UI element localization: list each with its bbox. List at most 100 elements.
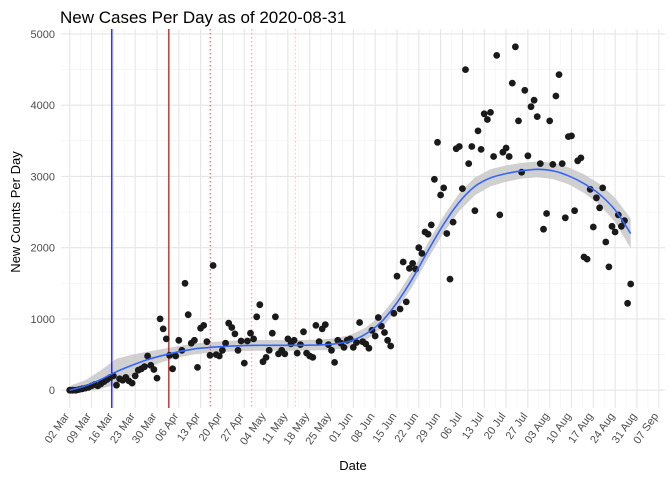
data-point xyxy=(315,338,323,346)
y-tick-label: 2000 xyxy=(31,243,55,255)
data-point xyxy=(462,66,469,73)
data-point xyxy=(290,336,298,344)
data-point xyxy=(253,313,261,321)
data-point xyxy=(533,113,541,120)
data-point xyxy=(624,299,631,307)
y-tick-label: 3000 xyxy=(31,171,55,183)
data-point xyxy=(490,153,497,160)
x-axis-label: Date xyxy=(339,458,366,473)
data-point xyxy=(424,230,432,238)
data-point xyxy=(399,258,407,266)
data-point xyxy=(480,110,488,118)
data-point xyxy=(611,228,619,236)
data-point xyxy=(384,336,391,344)
data-point xyxy=(244,337,251,345)
data-point xyxy=(561,214,569,222)
data-point xyxy=(552,92,560,100)
data-point xyxy=(237,337,245,345)
data-point xyxy=(496,211,504,219)
data-point xyxy=(387,342,395,350)
data-point xyxy=(484,116,491,123)
data-point xyxy=(477,146,485,153)
data-point xyxy=(268,329,276,337)
data-point xyxy=(141,363,148,371)
data-point xyxy=(586,185,594,193)
y-tick-label: 1000 xyxy=(31,314,55,326)
data-point xyxy=(191,336,198,344)
data-point xyxy=(540,225,547,233)
smooth-fit-layer xyxy=(69,168,632,391)
data-point xyxy=(524,152,532,160)
data-point xyxy=(340,344,348,351)
data-point xyxy=(459,185,466,193)
data-point xyxy=(568,132,575,140)
data-point xyxy=(602,238,610,246)
data-point xyxy=(512,43,519,51)
data-point xyxy=(381,329,388,336)
data-point xyxy=(240,359,248,367)
data-point xyxy=(446,275,454,283)
data-point xyxy=(349,344,357,351)
data-point xyxy=(505,153,513,160)
data-point xyxy=(530,96,538,104)
data-point xyxy=(555,71,563,78)
data-point xyxy=(262,354,270,361)
data-point xyxy=(536,160,544,168)
data-point xyxy=(449,218,457,226)
data-point xyxy=(558,160,566,168)
data-point xyxy=(508,79,516,87)
smooth-fit-line xyxy=(69,168,632,391)
data-point xyxy=(234,346,242,354)
data-point xyxy=(593,194,600,202)
data-point xyxy=(571,207,578,215)
data-point xyxy=(175,336,183,344)
data-point xyxy=(247,329,254,337)
data-point xyxy=(406,265,413,272)
data-point xyxy=(215,352,223,360)
data-point xyxy=(409,260,416,267)
data-point xyxy=(402,298,410,306)
data-point xyxy=(159,325,167,333)
data-point xyxy=(474,127,482,135)
data-point xyxy=(113,381,120,389)
data-point xyxy=(599,184,607,192)
data-point xyxy=(577,154,585,162)
data-point xyxy=(589,223,597,231)
data-point xyxy=(493,52,501,59)
data-point xyxy=(250,335,257,343)
data-point xyxy=(321,321,329,328)
data-point xyxy=(181,279,189,287)
y-tick-labels: 0 1000 2000 3000 4000 5000 xyxy=(31,29,55,397)
data-point xyxy=(393,272,401,280)
data-point xyxy=(312,322,320,329)
y-axis-label: New Counts Per Day xyxy=(8,151,23,273)
data-point xyxy=(184,311,192,319)
data-point xyxy=(471,207,479,215)
data-point xyxy=(156,315,164,323)
x-tick-label: 06 Jul xyxy=(438,411,465,442)
y-tick-label: 4000 xyxy=(31,100,55,112)
y-tick-label: 5000 xyxy=(31,29,55,41)
data-point xyxy=(546,117,554,125)
data-point xyxy=(487,109,494,116)
data-point xyxy=(365,344,373,352)
data-point xyxy=(194,364,201,371)
data-point xyxy=(281,350,289,358)
x-tick-label: 20 Jul xyxy=(482,411,509,442)
data-point xyxy=(222,339,230,347)
data-point xyxy=(608,222,616,230)
data-point xyxy=(128,379,136,387)
data-point xyxy=(627,280,635,288)
data-point xyxy=(583,255,591,263)
data-point xyxy=(396,305,404,313)
confidence-ribbon xyxy=(69,161,631,395)
data-point xyxy=(418,250,426,257)
data-point xyxy=(437,191,444,199)
data-point xyxy=(353,339,360,346)
data-point xyxy=(256,301,264,309)
data-point xyxy=(431,175,438,183)
data-point xyxy=(618,222,625,230)
data-point xyxy=(605,263,613,271)
